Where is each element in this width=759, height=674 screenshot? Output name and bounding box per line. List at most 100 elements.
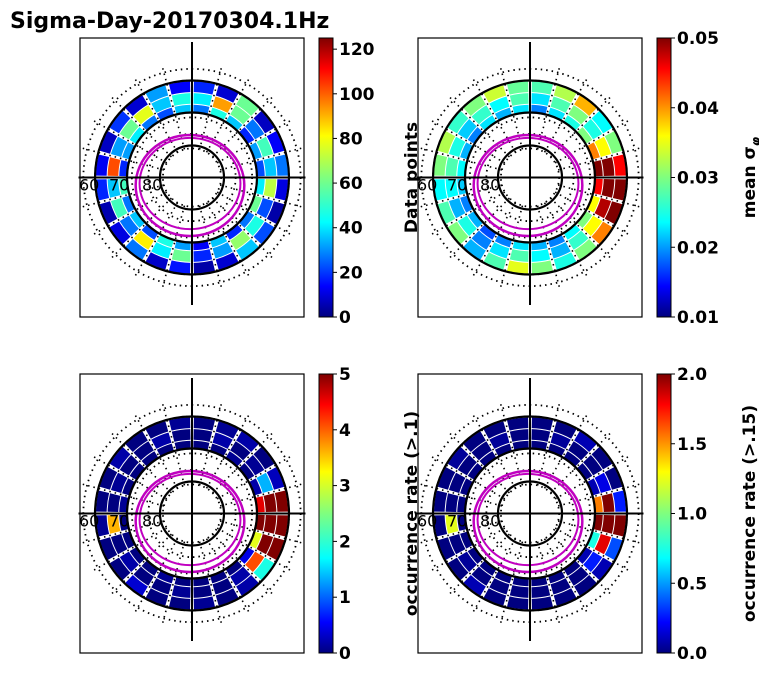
heat-cell [129,127,146,145]
colorbar-tick-label: 120 [339,40,375,60]
heat-cell [433,179,448,201]
heat-cell [460,531,474,549]
heat-cell [594,472,612,493]
heat-cell [583,215,603,236]
heat-cell [99,131,118,154]
heat-cell [445,157,459,177]
heat-cell [550,96,571,113]
colorbar-tick-label: 0.05 [677,29,719,49]
heat-cell [507,596,529,610]
heat-cell [531,585,551,598]
heat-cell [193,596,215,610]
heat-cell [601,514,615,534]
heat-cell [129,546,146,564]
colorbar-tick-label: 3 [339,477,351,497]
axes-frame [417,373,643,654]
heat-cell [193,585,213,598]
heat-cell [156,443,175,458]
heat-cell [471,105,492,125]
heat-cell [253,221,275,245]
colorbar-tick-label: 5 [339,365,351,385]
heat-cell [141,451,159,468]
heat-cell [460,195,474,213]
heat-cell [576,463,593,481]
heat-cell [463,431,486,452]
heat-cell [568,230,589,250]
heat-cell [483,252,507,270]
heat-cell [494,107,513,122]
figure-title: Sigma-Day-20170304.1Hz [10,9,329,34]
axes-frame [417,37,643,318]
heat-cell [489,578,510,595]
heat-cell [125,431,148,452]
heat-cell [95,179,110,201]
heat-cell [109,110,131,134]
latitude-label: 60 [79,176,99,195]
heat-cell [574,431,597,452]
heat-cell [531,249,551,262]
heat-cell [463,95,486,116]
heat-cell [531,596,553,610]
heat-cell [553,252,577,270]
oval-line [476,472,580,567]
colorbar-label: occurrence rate (>.1) [402,411,422,616]
heat-cell [274,515,289,537]
heat-cell [109,446,131,470]
heat-cell [568,566,589,586]
heat-cell [507,260,529,274]
heat-cell [209,443,228,458]
heat-cell [612,154,627,176]
heat-cell [169,260,191,274]
colorbar-label: mean σφ [740,136,759,218]
heat-cell [583,455,603,476]
heat-cell [169,81,191,95]
heat-cell [274,179,289,201]
heat-cell [531,81,553,95]
heat-cell [266,467,285,490]
oval-line [476,136,580,231]
heat-cell [141,223,159,240]
heat-cell [193,93,213,106]
heat-cell [109,557,131,581]
heat-cell [107,514,121,534]
heat-cell [156,107,175,122]
heat-cell [550,432,571,449]
latitude-label: 70 [109,176,129,195]
heat-cell [238,546,255,564]
heat-cell [225,223,243,240]
heat-cell [129,210,146,228]
heat-cell [445,514,459,534]
heat-cell [574,575,597,596]
heat-cell [119,551,139,572]
heat-cell [479,115,497,132]
heat-cell [215,252,239,270]
heat-cell [151,578,172,595]
oval-line [472,133,584,238]
heat-cell [215,85,239,103]
heat-cell [99,467,118,490]
heat-cell [125,239,148,260]
heat-cell [586,531,600,549]
heat-cell [238,127,255,145]
heat-cell [171,249,191,262]
heat-cell [133,566,154,586]
colorbar [318,37,334,318]
heat-cell [122,142,136,160]
latitude-label: 80 [480,176,500,195]
heat-cell [457,551,477,572]
oval-line [134,133,246,238]
oval-line [138,136,242,231]
heat-cell [550,578,571,595]
heat-cell [612,515,627,537]
heat-cell [553,421,577,439]
heat-cell [448,534,466,555]
heat-cell [531,93,551,106]
heat-cell [586,142,600,160]
heat-cell [141,559,159,576]
heat-cell [591,446,613,470]
heat-cell [263,178,277,198]
heat-cell [125,95,148,116]
heat-cell [107,493,121,513]
heat-cell [253,557,275,581]
